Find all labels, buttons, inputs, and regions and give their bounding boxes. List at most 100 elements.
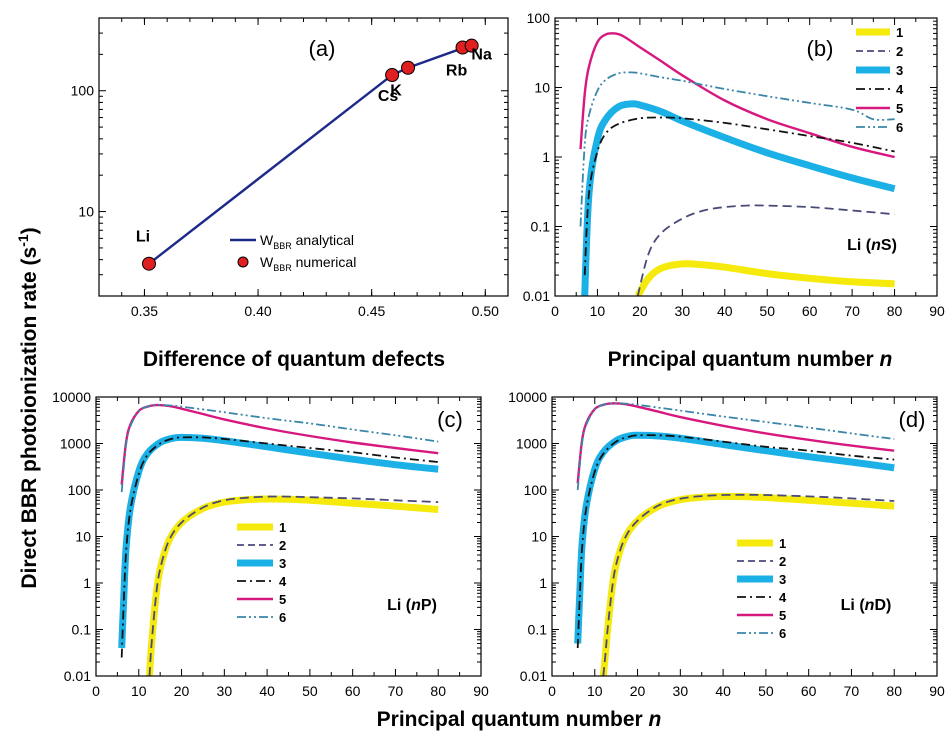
panel-d-y-tick-label: 10000 xyxy=(508,389,547,405)
panel-d-y-tick-label: 10 xyxy=(531,529,547,545)
panel-b-frame xyxy=(554,17,938,297)
panel-c-series-1 xyxy=(146,495,439,676)
panel-c-y-tick-label: 0.01 xyxy=(64,668,91,684)
panel-d-annotation: Li (nD) xyxy=(841,597,892,614)
panel-a-x-tick-label: 0.45 xyxy=(358,303,385,319)
panel-d-y-tick-label: 0.01 xyxy=(520,668,547,684)
panel-b-x-tick-label: 50 xyxy=(759,303,775,319)
panel-c-x-tick-label: 40 xyxy=(259,683,275,699)
legend-numerical-swatch xyxy=(237,256,249,268)
numerical-point-na xyxy=(464,38,479,53)
panel-c-x-tick-label: 20 xyxy=(174,683,190,699)
panel-b-x-axis-label: Principal quantum number n xyxy=(608,348,893,371)
panel-a-x-tick-label: 0.35 xyxy=(131,303,158,319)
panel-c-x-tick-label: 90 xyxy=(473,683,489,699)
panel-c-series-6 xyxy=(120,404,439,493)
panel-b-series-6 xyxy=(579,71,895,227)
panel-c-y-tick-label: 1 xyxy=(83,575,91,591)
panel-c-series-5 xyxy=(120,403,439,485)
panel-b-plot-area xyxy=(579,32,896,296)
panel-b-legend-label-1: 1 xyxy=(896,25,903,40)
panel-d-plot-area xyxy=(574,402,895,676)
panel-c-y-tick-label: 10 xyxy=(75,529,91,545)
panel-d-y-tick-label: 1 xyxy=(539,575,547,591)
shared-y-axis-label: Direct BBR photoionization rate (s-1) xyxy=(15,227,41,588)
panel-c-x-tick-label: 50 xyxy=(302,683,318,699)
panel-b-x-tick-label: 90 xyxy=(929,303,945,319)
panel-c-x-tick-label: 80 xyxy=(430,683,446,699)
panel-d-x-tick-label: 40 xyxy=(715,683,731,699)
panel-c-y-tick-label: 10000 xyxy=(52,389,91,405)
panel-d-legend-label-2: 2 xyxy=(779,554,786,569)
panel-b-legend-label-4: 4 xyxy=(896,82,904,97)
panel-b-legend-label-5: 5 xyxy=(896,101,903,116)
panel-d-series-1 xyxy=(599,492,895,676)
bottom-x-axis-label: Principal quantum number n xyxy=(377,708,662,731)
panel-a-x-tick-label: 0.50 xyxy=(472,303,499,319)
panel-c-x-tick-label: 70 xyxy=(388,683,404,699)
panel-a-tag: (a) xyxy=(309,36,336,61)
panel-b: 0.01 0.1 1 10 100 0 10 20 30 40 50 60 70 80 90 (b) 1 2 3 4 5… xyxy=(523,10,945,319)
panel-b-series-3 xyxy=(581,100,896,296)
panel-b-series-4 xyxy=(583,116,895,276)
panel-c-legend-label-3: 3 xyxy=(279,556,286,571)
panel-a-plot-area xyxy=(141,38,479,271)
panel-d-x-tick-label: 60 xyxy=(801,683,817,699)
panel-a-x-axis-label: Difference of quantum defects xyxy=(143,348,445,371)
panel-d-tag: (d) xyxy=(899,407,926,432)
panel-c-y-tick-label: 1000 xyxy=(60,436,91,452)
panel-d-x-tick-label: 0 xyxy=(548,683,556,699)
panel-c-x-tick-label: 60 xyxy=(345,683,361,699)
panel-d: 0.01 0.1 1 10 100 1000 10000 0 10 20 30 40 50 60 70 80 9… xyxy=(508,389,945,699)
panel-c-annotation: Li (nP) xyxy=(387,597,437,614)
panel-d-series-5 xyxy=(576,402,895,484)
panel-d-legend-label-6: 6 xyxy=(779,626,786,641)
panel-b-series-5 xyxy=(579,32,895,159)
panel-d-x-tick-label: 80 xyxy=(886,683,902,699)
panel-b-x-tick-label: 40 xyxy=(717,303,733,319)
panel-b-x-tick-label: 70 xyxy=(844,303,860,319)
panel-d-series-2 xyxy=(602,493,895,676)
panel-d-y-tick-label: 0.1 xyxy=(528,622,548,638)
numerical-point-k xyxy=(401,60,416,75)
panel-d-y-tick-label: 100 xyxy=(524,482,548,498)
panel-d-x-tick-label: 70 xyxy=(844,683,860,699)
panel-b-x-tick-label: 60 xyxy=(802,303,818,319)
panel-b-tag: (b) xyxy=(807,36,834,61)
panel-c-x-tick-label: 0 xyxy=(92,683,100,699)
panel-d-legend-label-3: 3 xyxy=(779,572,786,587)
panel-b-y-tick-label: 100 xyxy=(527,10,551,26)
panel-a-y-tick-label: 10 xyxy=(78,204,94,220)
panel-a-x-tick-label: 0.40 xyxy=(244,303,271,319)
panel-b-legend-label-2: 2 xyxy=(896,44,903,59)
numerical-point-li xyxy=(141,256,156,271)
panel-b-series-1 xyxy=(634,260,895,296)
panel-c-frame xyxy=(95,396,482,677)
panel-b-x-tick-label: 80 xyxy=(887,303,903,319)
panel-b-x-tick-label: 10 xyxy=(590,303,606,319)
panel-b-legend-label-6: 6 xyxy=(896,120,903,135)
panel-a-frame xyxy=(98,17,509,297)
panel-c-plot-area xyxy=(118,403,439,676)
legend-analytical-label: WBBR analytical xyxy=(260,232,354,251)
panel-b-y-tick-label: 0.01 xyxy=(523,288,550,304)
panel-b-y-tick-label: 0.1 xyxy=(531,219,551,235)
atom-label-cs: Cs xyxy=(378,88,399,105)
atom-label-na: Na xyxy=(471,47,492,64)
panel-a-y-tick-label: 100 xyxy=(71,83,95,99)
panel-c-legend-label-2: 2 xyxy=(279,538,286,553)
panel-b-annotation: Li (nS) xyxy=(847,237,897,254)
panel-b-x-tick-label: 20 xyxy=(632,303,648,319)
panel-d-series-4 xyxy=(576,434,895,649)
panel-d-x-tick-label: 90 xyxy=(929,683,945,699)
panel-c-x-tick-label: 10 xyxy=(131,683,147,699)
panel-b-y-tick-label: 1 xyxy=(542,149,550,165)
panel-d-x-tick-label: 50 xyxy=(758,683,774,699)
panel-c-y-tick-label: 100 xyxy=(68,482,92,498)
panel-c-legend-label-5: 5 xyxy=(279,592,286,607)
panel-d-frame xyxy=(551,396,938,677)
panel-c-legend-label-6: 6 xyxy=(279,610,286,625)
panel-c-tag: (c) xyxy=(437,407,463,432)
